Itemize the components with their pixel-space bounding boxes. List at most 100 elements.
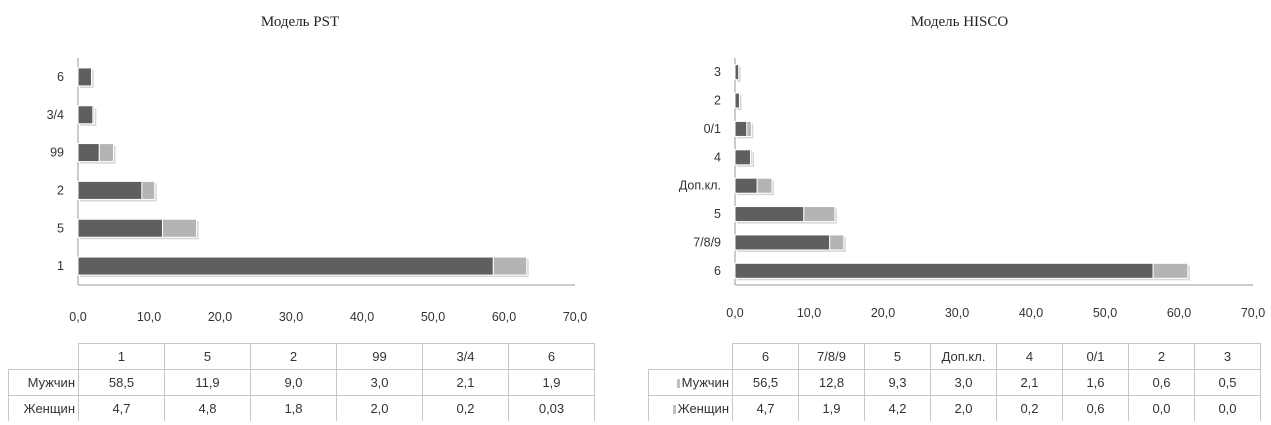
table-cell: 0,2 [996, 395, 1063, 421]
table-header-cell: 2 [1128, 343, 1195, 370]
y-tick-label: 2 [57, 183, 64, 197]
table-cell: 9,3 [864, 369, 931, 396]
x-tick-label: 70,0 [1241, 306, 1265, 320]
bar-women [98, 143, 115, 163]
bar-men [734, 120, 748, 137]
table-cell: 3,0 [930, 369, 997, 396]
table-cell: 1,6 [1062, 369, 1129, 396]
table-cell: 4,8 [164, 395, 251, 421]
table-header-cell: 7/8/9 [798, 343, 865, 370]
table-header-cell: Доп.кл. [930, 343, 997, 370]
table-header-cell: 6 [508, 343, 595, 370]
x-tick-label: 30,0 [945, 306, 969, 320]
y-tick-label: 1 [57, 259, 64, 273]
bar-women [750, 149, 753, 166]
series-label: Мужчин [648, 369, 733, 396]
legend-swatch [672, 405, 676, 415]
table-cell: 1,9 [508, 369, 595, 396]
table-header-cell: 4 [996, 343, 1063, 370]
table-cell: 0,6 [1062, 395, 1129, 421]
x-tick-label: 70,0 [563, 310, 587, 324]
bar-men [77, 67, 92, 87]
bar-women [756, 177, 773, 194]
table-cell: 58,5 [78, 369, 165, 396]
x-tick-label: 50,0 [421, 310, 445, 324]
x-tick-label: 50,0 [1093, 306, 1117, 320]
table-cell: 1,9 [798, 395, 865, 421]
bar-chart-hisco: 0,0 10,0 20,0 30,0 40,0 50,0 60,0 70,0 6 7/8/9 5 До… [679, 58, 1265, 320]
series-label: Женщин [8, 395, 79, 421]
bar-shadow [752, 151, 755, 167]
x-tick-label: 20,0 [871, 306, 895, 320]
bar-women [492, 256, 528, 276]
table-cell: 2,1 [422, 369, 509, 396]
table-cell: 0,6 [1128, 369, 1195, 396]
bar-men [77, 256, 494, 276]
table-cell: 3,0 [336, 369, 423, 396]
table-row: Мужчин 58,5 11,9 9,0 3,0 2,1 1,9 [8, 369, 595, 396]
x-tick-label: 10,0 [797, 306, 821, 320]
y-tick-label: 4 [714, 150, 721, 164]
table-header-cell: 1 [78, 343, 165, 370]
table-cell: 56,5 [732, 369, 799, 396]
table-cell: 12,8 [798, 369, 865, 396]
x-tick-label: 40,0 [350, 310, 374, 324]
table-cell: 4,7 [78, 395, 165, 421]
bar-men [734, 177, 758, 194]
bar-men [734, 92, 740, 109]
table-header-cell: 2 [250, 343, 337, 370]
table-corner [648, 343, 733, 370]
bar-men [734, 262, 1154, 279]
y-tick-label: 6 [714, 264, 721, 278]
table-cell: 0,5 [1194, 369, 1261, 396]
bar-women [803, 206, 836, 223]
table-cell: 2,0 [336, 395, 423, 421]
bar-men [77, 105, 94, 125]
bar-women [746, 120, 752, 137]
bar-women [141, 180, 156, 200]
bar-women [1152, 262, 1189, 279]
chart-panel-hisco: Модель HISCO 0,0 10,0 20,0 30,0 40,0 50,0 60,0… [648, 0, 1271, 425]
x-tick-label: 10,0 [137, 310, 161, 324]
bar-men [77, 218, 163, 238]
table-cell: 4,7 [732, 395, 799, 421]
bar-shadow [94, 107, 97, 126]
bar-women [829, 234, 845, 251]
y-tick-label: 2 [714, 94, 721, 108]
x-tick-label: 30,0 [279, 310, 303, 324]
table-header-row: 1 5 2 99 3/4 6 [8, 343, 595, 370]
bar-men [734, 149, 752, 166]
table-cell: 4,2 [864, 395, 931, 421]
bar-men [734, 234, 831, 251]
bar-women [161, 218, 198, 238]
chart-title: Модель PST [260, 14, 340, 30]
table-header-cell: 3/4 [422, 343, 509, 370]
chart-panel-pst: Модель PST 0,0 10,0 20,0 30,0 40,0 50,0 60,0 70… [0, 0, 600, 425]
y-tick-label: Доп.кл. [679, 179, 721, 193]
chart-title: Модель HISCO [910, 14, 1009, 30]
table-header-cell: 0/1 [1062, 343, 1129, 370]
table-header-cell: 5 [164, 343, 251, 370]
table-cell: 0,0 [1128, 395, 1195, 421]
y-tick-label: 3 [714, 65, 721, 79]
table-cell: 0,2 [422, 395, 509, 421]
data-table-pst: 1 5 2 99 3/4 6 Мужчин 58,5 11,9 9,0 3,0 2,1 1,9 Женщи… [8, 343, 595, 421]
table-row: Женщин 4,7 4,8 1,8 2,0 0,2 0,03 [8, 395, 595, 421]
x-tick-label: 0,0 [726, 306, 743, 320]
table-cell: 2,0 [930, 395, 997, 421]
y-tick-label: 7/8/9 [693, 235, 721, 249]
y-tick-label: 3/4 [47, 108, 64, 122]
table-cell: 0,0 [1194, 395, 1261, 421]
y-tick-label: 0/1 [704, 122, 721, 136]
x-tick-label: 0,0 [69, 310, 86, 324]
x-tick-label: 40,0 [1019, 306, 1043, 320]
table-cell: 0,03 [508, 395, 595, 421]
table-header-row: 6 7/8/9 5 Доп.кл. 4 0/1 2 3 [648, 343, 1261, 370]
x-tick-label: 20,0 [208, 310, 232, 324]
table-cell: 2,1 [996, 369, 1063, 396]
series-label: Женщин [648, 395, 733, 421]
table-header-cell: 99 [336, 343, 423, 370]
table-row: Женщин 4,7 1,9 4,2 2,0 0,2 0,6 0,0 0,0 [648, 395, 1261, 421]
table-corner [8, 343, 79, 370]
bar-men [734, 64, 740, 81]
